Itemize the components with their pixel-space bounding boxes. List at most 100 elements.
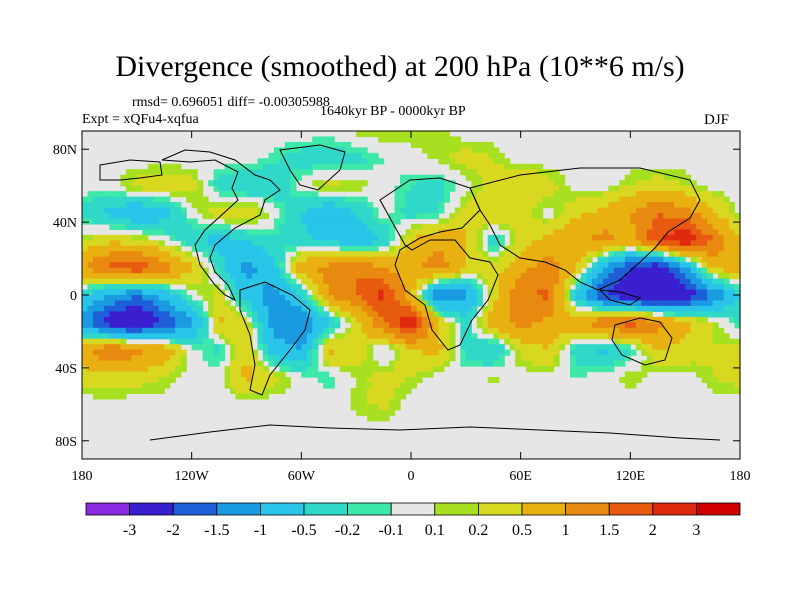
field-cell <box>564 273 571 280</box>
field-cell <box>509 338 516 345</box>
field-cell <box>537 273 544 280</box>
field-cell <box>142 360 149 367</box>
field-cell <box>230 256 237 263</box>
field-cell <box>564 300 571 307</box>
field-cell <box>542 305 549 312</box>
field-cell <box>290 152 297 159</box>
field-cell <box>679 191 686 198</box>
field-cell <box>624 382 631 389</box>
field-cell <box>509 207 516 214</box>
field-cell <box>663 256 670 263</box>
field-cell <box>158 251 165 258</box>
field-cell <box>696 240 703 247</box>
field-cell <box>542 185 549 192</box>
field-cell <box>246 371 253 378</box>
field-cell <box>729 387 736 394</box>
field-cell <box>674 234 681 241</box>
field-cell <box>120 262 127 269</box>
field-cell <box>449 305 456 312</box>
field-cell <box>224 284 231 291</box>
field-cell <box>712 300 719 307</box>
field-cell <box>460 316 467 323</box>
field-cell <box>279 371 286 378</box>
field-cell <box>580 207 588 214</box>
field-cell <box>284 213 291 220</box>
field-cell <box>219 322 226 329</box>
field-cell <box>235 180 242 187</box>
field-cell <box>339 234 346 241</box>
field-cell <box>641 174 648 181</box>
field-cell <box>553 234 560 241</box>
field-cell <box>520 256 527 263</box>
field-cell <box>520 360 527 367</box>
field-cell <box>707 333 714 340</box>
field-cell <box>591 344 599 351</box>
field-cell <box>526 338 533 345</box>
y-tick-label: 80N <box>53 143 77 158</box>
field-cell <box>438 185 445 192</box>
field-cell <box>251 256 259 263</box>
field-cell <box>504 327 511 334</box>
field-cell <box>136 371 143 378</box>
field-cell <box>284 207 291 214</box>
field-cell <box>361 344 368 351</box>
field-cell <box>624 234 631 241</box>
field-cell <box>438 218 445 225</box>
field-cell <box>685 202 692 209</box>
field-cell <box>306 147 313 154</box>
field-cell <box>542 295 549 302</box>
colorbar-swatch <box>652 502 697 516</box>
field-cell <box>635 185 642 192</box>
field-cell <box>526 234 533 241</box>
field-cell <box>180 191 187 198</box>
field-cell <box>131 251 138 258</box>
field-cell <box>131 284 138 291</box>
field-cell <box>284 273 291 280</box>
field-cell <box>219 300 226 307</box>
field-cell <box>646 191 653 198</box>
field-cell <box>641 289 648 296</box>
field-cell <box>630 377 637 384</box>
field-cell <box>213 185 220 192</box>
field-cell <box>504 349 511 356</box>
field-cell <box>92 273 100 280</box>
field-cell <box>147 196 154 203</box>
field-cell <box>301 240 308 247</box>
field-cell <box>701 191 708 198</box>
field-cell <box>235 316 242 323</box>
field-cell <box>575 278 582 285</box>
field-cell <box>279 262 286 269</box>
field-cell <box>224 218 231 225</box>
field-cell <box>718 377 725 384</box>
field-cell <box>389 131 396 138</box>
field-cell <box>312 180 319 187</box>
field-cell <box>279 147 286 154</box>
field-cell <box>394 327 401 334</box>
field-cell <box>345 234 352 241</box>
field-cell <box>465 360 472 367</box>
field-cell <box>120 202 127 209</box>
field-cell <box>602 245 609 252</box>
field-cell <box>734 366 741 373</box>
field-cell <box>471 360 478 367</box>
field-cell <box>257 377 264 384</box>
field-cell <box>411 366 418 373</box>
field-cell <box>602 305 609 312</box>
field-cell <box>213 251 220 258</box>
field-cell <box>734 377 741 384</box>
field-cell <box>345 218 352 225</box>
field-cell <box>449 284 456 291</box>
field-cell <box>564 327 571 334</box>
field-cell <box>120 295 127 302</box>
field-cell <box>427 180 434 187</box>
field-cell <box>345 262 352 269</box>
field-cell <box>306 223 313 230</box>
field-cell <box>120 223 127 230</box>
field-cell <box>241 349 248 356</box>
field-cell <box>372 338 379 345</box>
field-cell <box>109 289 116 296</box>
field-cell <box>169 300 176 307</box>
field-cell <box>262 158 270 165</box>
field-cell <box>169 295 176 302</box>
field-cell <box>608 262 615 269</box>
